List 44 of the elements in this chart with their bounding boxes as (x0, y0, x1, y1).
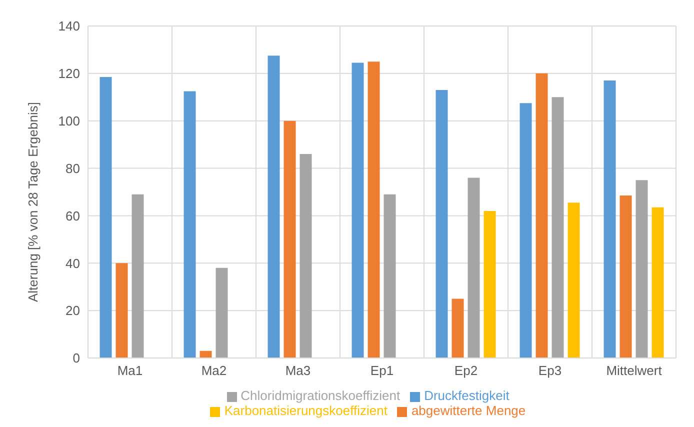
bar (452, 298, 464, 358)
legend-label: Karbonatisierungskoeffizient (224, 403, 388, 418)
x-tick-label: Ep1 (370, 363, 394, 378)
x-tick-label: Ma1 (117, 363, 143, 378)
x-tick-label: Ma2 (201, 363, 227, 378)
bar (352, 62, 364, 358)
bar (268, 56, 280, 358)
bar (568, 202, 580, 358)
y-tick-label: 40 (66, 256, 80, 271)
legend-label: Druckfestigkeit (424, 388, 510, 403)
bar (652, 207, 664, 358)
bar (520, 103, 532, 358)
bar (604, 80, 616, 358)
y-tick-label: 100 (58, 113, 80, 128)
x-tick-label: Ma3 (285, 363, 311, 378)
bar (116, 263, 128, 358)
y-tick-label: 80 (66, 160, 80, 176)
y-tick-label: 0 (72, 350, 80, 366)
legend-label: Chloridmigrationskoeffizient (240, 388, 400, 403)
bar (468, 178, 480, 358)
bar (436, 90, 448, 358)
y-tick-label: 60 (66, 208, 80, 224)
bar (284, 120, 296, 358)
y-tick-label: 120 (58, 66, 80, 82)
x-tick-label: Mittelwert (606, 363, 662, 378)
x-tick-label: Ep3 (538, 363, 562, 378)
bar (216, 268, 228, 358)
y-axis-title: Alterung [% von 28 Tage Ergebnis] (26, 102, 41, 302)
bar (384, 194, 396, 358)
y-tick-label: 140 (58, 18, 80, 34)
bar (484, 210, 496, 358)
bar (636, 180, 648, 358)
y-tick-label: 20 (66, 303, 80, 318)
bar (200, 350, 212, 358)
x-tick-label: Ep2 (454, 363, 478, 378)
bar (552, 97, 564, 358)
bar (300, 154, 312, 358)
bar (368, 62, 380, 358)
legend-label: abgewitterte Menge (411, 403, 526, 418)
bar (536, 73, 548, 358)
bar (184, 91, 196, 358)
bar (100, 76, 112, 358)
bar (132, 194, 144, 358)
bar (620, 196, 632, 358)
